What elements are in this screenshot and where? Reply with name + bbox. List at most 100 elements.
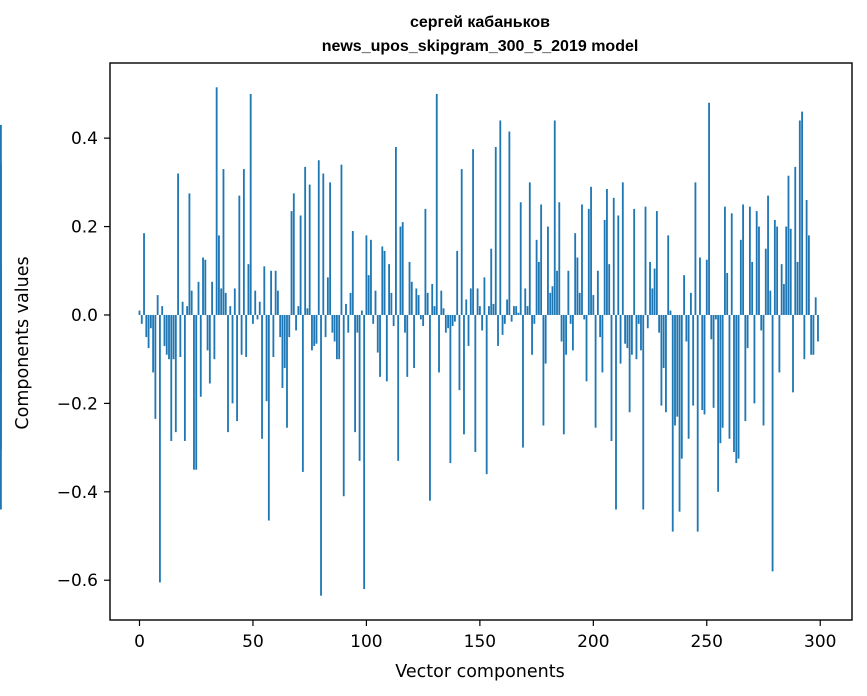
- bar: [173, 315, 175, 359]
- bar: [615, 315, 617, 510]
- bar: [325, 315, 327, 337]
- bar: [617, 216, 619, 315]
- bar: [479, 306, 481, 315]
- x-tick-label: 50: [242, 632, 264, 652]
- bar: [241, 315, 243, 355]
- bar: [218, 235, 220, 315]
- bar: [427, 293, 429, 315]
- bar: [368, 275, 370, 315]
- bar: [606, 189, 608, 315]
- bar: [334, 315, 336, 342]
- bar: [232, 315, 234, 403]
- bar: [749, 207, 751, 315]
- x-tick-label: 250: [691, 632, 723, 652]
- bar: [418, 295, 420, 315]
- bar: [191, 291, 193, 315]
- bar: [472, 149, 474, 315]
- bar: [429, 315, 431, 501]
- bar: [461, 169, 463, 315]
- y-tick-label: 0.2: [71, 218, 98, 238]
- bar: [143, 233, 145, 315]
- bar: [810, 315, 812, 355]
- bar: [701, 315, 703, 410]
- bar: [154, 315, 156, 419]
- bar: [620, 315, 622, 364]
- bar: [238, 196, 240, 315]
- bar: [486, 315, 488, 474]
- bar: [769, 291, 771, 315]
- bar: [200, 315, 202, 397]
- bar: [252, 315, 254, 324]
- bar: [409, 262, 411, 315]
- bar: [581, 204, 583, 315]
- bar: [690, 293, 692, 315]
- bar: [513, 306, 515, 315]
- bar: [570, 315, 572, 324]
- bar: [320, 315, 322, 596]
- bar: [801, 112, 803, 315]
- bar: [384, 251, 386, 315]
- bar: [404, 315, 406, 333]
- bar: [638, 315, 640, 324]
- bar: [522, 315, 524, 448]
- bar: [626, 315, 628, 348]
- bar: [229, 306, 231, 315]
- bar: [781, 264, 783, 315]
- bar: [508, 132, 510, 315]
- bar: [592, 295, 594, 315]
- bar: [354, 315, 356, 432]
- bar: [785, 227, 787, 315]
- bar: [778, 315, 780, 372]
- bar: [574, 233, 576, 315]
- bar: [515, 306, 517, 315]
- bar: [220, 288, 222, 315]
- bar: [243, 169, 245, 315]
- bar: [511, 315, 513, 322]
- bar: [533, 315, 535, 324]
- bar: [470, 288, 472, 315]
- bar: [150, 315, 152, 328]
- bar: [318, 160, 320, 315]
- x-tick-label: 200: [577, 632, 609, 652]
- bar: [740, 240, 742, 315]
- bar: [531, 315, 533, 355]
- bar: [359, 315, 361, 461]
- bar: [554, 120, 556, 315]
- bar: [502, 315, 504, 335]
- bar: [527, 306, 529, 315]
- bar: [141, 315, 143, 324]
- bar: [715, 315, 717, 319]
- bar: [656, 211, 658, 315]
- bar: [211, 282, 213, 315]
- bar: [309, 185, 311, 315]
- bar: [152, 315, 154, 372]
- bar: [484, 277, 486, 315]
- bar: [674, 315, 676, 426]
- x-tick-label: 0: [134, 632, 145, 652]
- bar: [225, 293, 227, 315]
- bar: [558, 202, 560, 315]
- bar: [248, 264, 250, 315]
- bar: [542, 315, 544, 426]
- bar: [545, 315, 547, 364]
- bar: [395, 147, 397, 315]
- bar: [713, 315, 715, 408]
- bar: [370, 240, 372, 315]
- bar: [284, 315, 286, 368]
- bar: [186, 306, 188, 315]
- bar: [291, 211, 293, 315]
- bar: [327, 277, 329, 315]
- x-axis-label: Vector components: [395, 662, 564, 682]
- x-tick-label: 300: [804, 632, 836, 652]
- x-tick-label: 150: [464, 632, 496, 652]
- bar: [704, 315, 706, 414]
- bar: [792, 315, 794, 392]
- bar: [223, 169, 225, 315]
- bar: [440, 291, 442, 315]
- y-tick-label: −0.4: [57, 483, 98, 503]
- bar: [815, 297, 817, 315]
- bar: [540, 204, 542, 315]
- bar: [254, 291, 256, 315]
- bar: [754, 315, 756, 403]
- bar: [524, 288, 526, 315]
